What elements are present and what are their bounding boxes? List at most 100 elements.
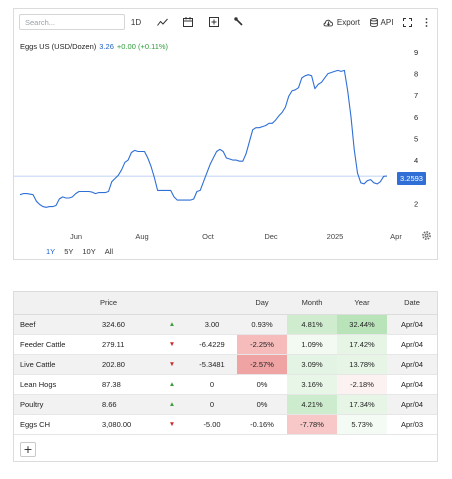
cloud-download-icon: [323, 19, 333, 26]
legend-change: +0.00 (+0.11%): [116, 42, 169, 51]
row-price: 279.11: [100, 334, 157, 355]
range-10y[interactable]: 10Y: [82, 247, 96, 256]
row-day-pct: -0.16%: [237, 414, 287, 435]
header-month[interactable]: Month: [287, 292, 337, 315]
more-menu-icon[interactable]: [422, 16, 430, 28]
x-tick-label: Dec: [264, 232, 278, 241]
database-icon: [369, 17, 378, 27]
legend-series-name: Eggs US (USD/Dozen): [20, 42, 97, 51]
table-row[interactable]: Lean Hogs 87.38 ▲ 0 0% 3.16% -2.18% Apr/04: [14, 374, 437, 395]
line-chart-icon[interactable]: [155, 16, 169, 28]
row-day-pct: 0%: [237, 374, 287, 395]
interval-button[interactable]: 1D: [130, 17, 142, 27]
chart-legend: Eggs US (USD/Dozen) 3.26 +0.00 (+0.11%): [20, 42, 168, 51]
row-year-pct: 17.34%: [337, 394, 387, 415]
triangle-down-icon: ▼: [157, 354, 187, 375]
row-month-pct: 1.09%: [287, 334, 337, 355]
last-price-tag: 3.2593: [397, 172, 426, 185]
calendar-icon[interactable]: [181, 16, 195, 28]
row-price: 324.60: [100, 314, 157, 335]
triangle-up-icon: ▲: [157, 394, 187, 415]
gear-icon[interactable]: [421, 230, 432, 241]
header-day[interactable]: Day: [237, 292, 287, 315]
table-row[interactable]: Eggs CH 3,080.00 ▼ -5.00 -0.16% -7.78% 5.73% Ap…: [14, 414, 437, 435]
commodities-table: Price Day Month Year Date Beef 324.60 ▲ 3.0…: [14, 292, 437, 435]
row-month-pct: 3.16%: [287, 374, 337, 395]
table-row[interactable]: Beef 324.60 ▲ 3.00 0.93% 4.81% 32.44% Apr/04: [14, 314, 437, 335]
row-name[interactable]: Feeder Cattle: [14, 334, 100, 355]
row-date: Apr/04: [387, 334, 437, 355]
y-tick-label: 7: [414, 91, 418, 100]
row-month-pct: 4.21%: [287, 394, 337, 415]
header-price[interactable]: Price: [100, 292, 157, 315]
row-year-pct: 32.44%: [337, 314, 387, 335]
header-name: [14, 292, 100, 315]
table-row[interactable]: Live Cattle 202.80 ▼ -5.3481 -2.57% 3.09% 13.7…: [14, 354, 437, 375]
row-price: 8.66: [100, 394, 157, 415]
table-row[interactable]: Poultry 8.66 ▲ 0 0% 4.21% 17.34% Apr/04: [14, 394, 437, 415]
triangle-up-icon: ▲: [157, 314, 187, 335]
api-button[interactable]: API: [369, 16, 394, 28]
row-month-pct: 3.09%: [287, 354, 337, 375]
row-date: Apr/03: [387, 414, 437, 435]
row-name[interactable]: Lean Hogs: [14, 374, 100, 395]
row-year-pct: 13.78%: [337, 354, 387, 375]
y-tick-label: 8: [414, 70, 418, 79]
wrench-icon[interactable]: [232, 16, 246, 28]
row-name[interactable]: Eggs CH: [14, 414, 100, 435]
export-button[interactable]: Export: [323, 16, 360, 28]
row-name[interactable]: Poultry: [14, 394, 100, 415]
y-tick-label: 9: [414, 48, 418, 57]
row-day-pct: 0%: [237, 394, 287, 415]
row-change: 0: [187, 374, 237, 395]
triangle-up-icon: ▲: [157, 374, 187, 395]
row-change: -6.4229: [187, 334, 237, 355]
row-day-pct: -2.25%: [237, 334, 287, 355]
row-month-pct: 4.81%: [287, 314, 337, 335]
chart-toolbar: 1D Export API: [14, 9, 437, 33]
triangle-down-icon: ▼: [157, 414, 187, 435]
range-1y[interactable]: 1Y: [46, 247, 56, 256]
header-year[interactable]: Year: [337, 292, 387, 315]
range-selector: 1Y 5Y 10Y All: [46, 247, 113, 256]
range-5y[interactable]: 5Y: [64, 247, 74, 256]
x-tick-label: 2025: [327, 232, 344, 241]
header-change: [187, 292, 237, 315]
y-tick-label: 4: [414, 156, 418, 165]
row-change: -5.3481: [187, 354, 237, 375]
search-input[interactable]: [19, 14, 125, 30]
x-tick-label: Jun: [70, 232, 82, 241]
header-date[interactable]: Date: [387, 292, 437, 315]
row-year-pct: 17.42%: [337, 334, 387, 355]
add-symbol-button[interactable]: +: [20, 442, 36, 457]
row-year-pct: 5.73%: [337, 414, 387, 435]
row-month-pct: -7.78%: [287, 414, 337, 435]
legend-price: 3.26: [99, 42, 114, 51]
api-label: API: [380, 17, 394, 27]
row-price: 202.80: [100, 354, 157, 375]
range-all[interactable]: All: [104, 247, 114, 256]
row-change: 0: [187, 394, 237, 415]
row-year-pct: -2.18%: [337, 374, 387, 395]
y-tick-label: 2: [414, 199, 418, 208]
commodities-table-panel: Price Day Month Year Date Beef 324.60 ▲ 3.0…: [13, 291, 438, 462]
header-arrow: [157, 292, 187, 315]
row-change: -5.00: [187, 414, 237, 435]
row-date: Apr/04: [387, 394, 437, 415]
x-tick-label: Aug: [135, 232, 148, 241]
row-price: 3,080.00: [100, 414, 157, 435]
fullscreen-icon[interactable]: [402, 16, 413, 28]
add-indicator-icon[interactable]: [207, 16, 221, 28]
row-date: Apr/04: [387, 314, 437, 335]
row-day-pct: 0.93%: [237, 314, 287, 335]
table-row[interactable]: Feeder Cattle 279.11 ▼ -6.4229 -2.25% 1.09% 17…: [14, 334, 437, 355]
series-line[interactable]: [19, 69, 388, 208]
row-date: Apr/04: [387, 354, 437, 375]
row-name[interactable]: Live Cattle: [14, 354, 100, 375]
row-name[interactable]: Beef: [14, 314, 100, 335]
row-day-pct: -2.57%: [237, 354, 287, 375]
row-change: 3.00: [187, 314, 237, 335]
export-label: Export: [336, 17, 360, 27]
